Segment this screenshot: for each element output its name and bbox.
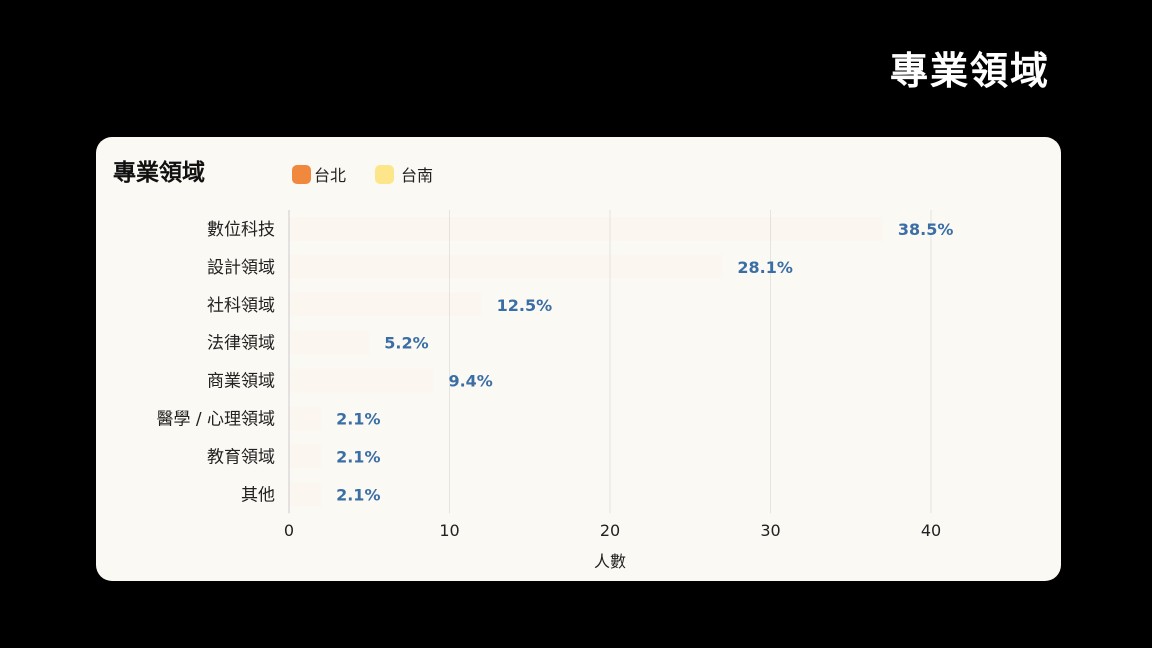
data-label: 9.4% [448,372,492,391]
data-label: 2.1% [336,409,380,428]
data-label: 38.5% [898,220,954,239]
bar [289,369,433,393]
data-label: 28.1% [737,258,793,277]
legend-swatch [375,165,394,184]
y-tick-label: 數位科技 [207,220,275,240]
data-label: 5.2% [384,334,428,353]
x-tick-label: 40 [921,521,941,540]
bar [289,482,321,506]
page-title: 專業領域 [889,49,1050,93]
x-tick-label: 30 [760,521,780,540]
bar [289,444,321,468]
legend-swatch [292,165,311,184]
bar [289,331,369,355]
y-tick-label: 其他 [241,485,275,505]
y-tick-label: 醫學 / 心理領域 [156,409,275,429]
x-axis-label: 人數 [594,552,626,571]
y-tick-label: 教育領域 [207,447,275,467]
bar [289,406,321,430]
data-label: 2.1% [336,447,380,466]
x-tick-label: 10 [439,521,459,540]
legend-label: 台北 [314,166,346,185]
y-tick-label: 設計領域 [207,258,275,278]
bar [289,255,722,279]
y-tick-label: 法律領域 [207,334,275,354]
data-label: 2.1% [336,485,380,504]
chart-card: 專業領域 台北 台南 0 10 20 30 40 人數 數位科技 38.5% 設計領域 28.1% 社科領… [96,137,1061,581]
chart-title: 專業領域 [113,159,205,186]
bar [289,217,883,241]
x-tick-label: 20 [600,521,620,540]
legend-label: 台南 [401,166,433,185]
y-tick-label: 商業領域 [207,372,275,392]
bar-chart: 專業領域 台北 台南 0 10 20 30 40 人數 數位科技 38.5% 設計領域 28.1% 社科領… [113,159,954,571]
y-tick-label: 社科領域 [207,296,275,316]
bar [289,293,482,317]
data-label: 12.5% [497,296,553,315]
x-tick-label: 0 [284,521,294,540]
